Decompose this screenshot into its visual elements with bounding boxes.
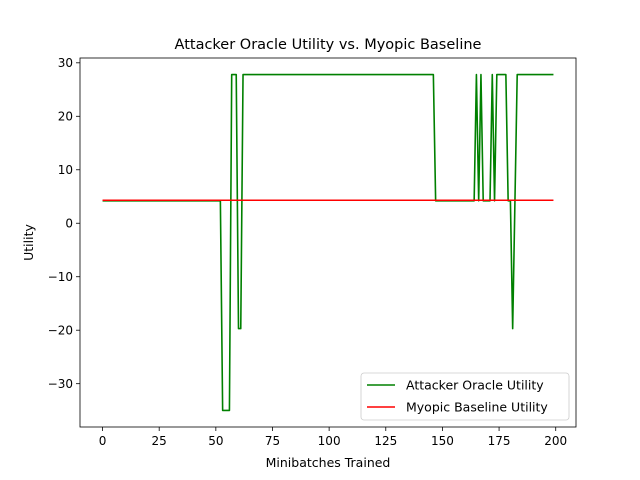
x-tick-label: 50 bbox=[208, 434, 223, 448]
y-tick-label: −20 bbox=[48, 324, 73, 338]
y-tick-label: −30 bbox=[48, 377, 73, 391]
y-tick-label: −10 bbox=[48, 270, 73, 284]
chart-title: Attacker Oracle Utility vs. Myopic Basel… bbox=[175, 37, 482, 53]
x-tick-label: 100 bbox=[318, 434, 341, 448]
x-tick-label: 200 bbox=[544, 434, 567, 448]
legend-label-myopic-baseline: Myopic Baseline Utility bbox=[406, 400, 548, 415]
y-axis-ticks: −30 −20 −10 0 10 20 30 bbox=[48, 56, 80, 391]
x-tick-label: 175 bbox=[488, 434, 511, 448]
y-tick-label: 0 bbox=[65, 217, 73, 231]
legend-label-attacker-oracle: Attacker Oracle Utility bbox=[406, 378, 544, 393]
x-tick-label: 150 bbox=[431, 434, 454, 448]
legend-box bbox=[360, 372, 570, 421]
series-layer bbox=[102, 73, 554, 412]
plot-area bbox=[80, 58, 576, 427]
x-tick-label: 0 bbox=[99, 434, 107, 448]
legend: Attacker Oracle Utility Myopic Baseline … bbox=[360, 372, 570, 421]
y-axis-label: Utility bbox=[21, 224, 36, 261]
plot-frame bbox=[79, 57, 577, 428]
x-axis-label: Minibatches Trained bbox=[266, 455, 391, 470]
series-line-attacker-oracle-utility bbox=[102, 73, 554, 412]
y-tick-label: 10 bbox=[58, 163, 73, 177]
x-tick-label: 125 bbox=[374, 434, 397, 448]
x-tick-label: 75 bbox=[265, 434, 280, 448]
x-axis-ticks: 0 25 50 75 100 125 150 175 200 bbox=[99, 427, 567, 448]
y-tick-label: 30 bbox=[58, 56, 73, 70]
x-tick-label: 25 bbox=[152, 434, 167, 448]
y-tick-label: 20 bbox=[58, 110, 73, 124]
